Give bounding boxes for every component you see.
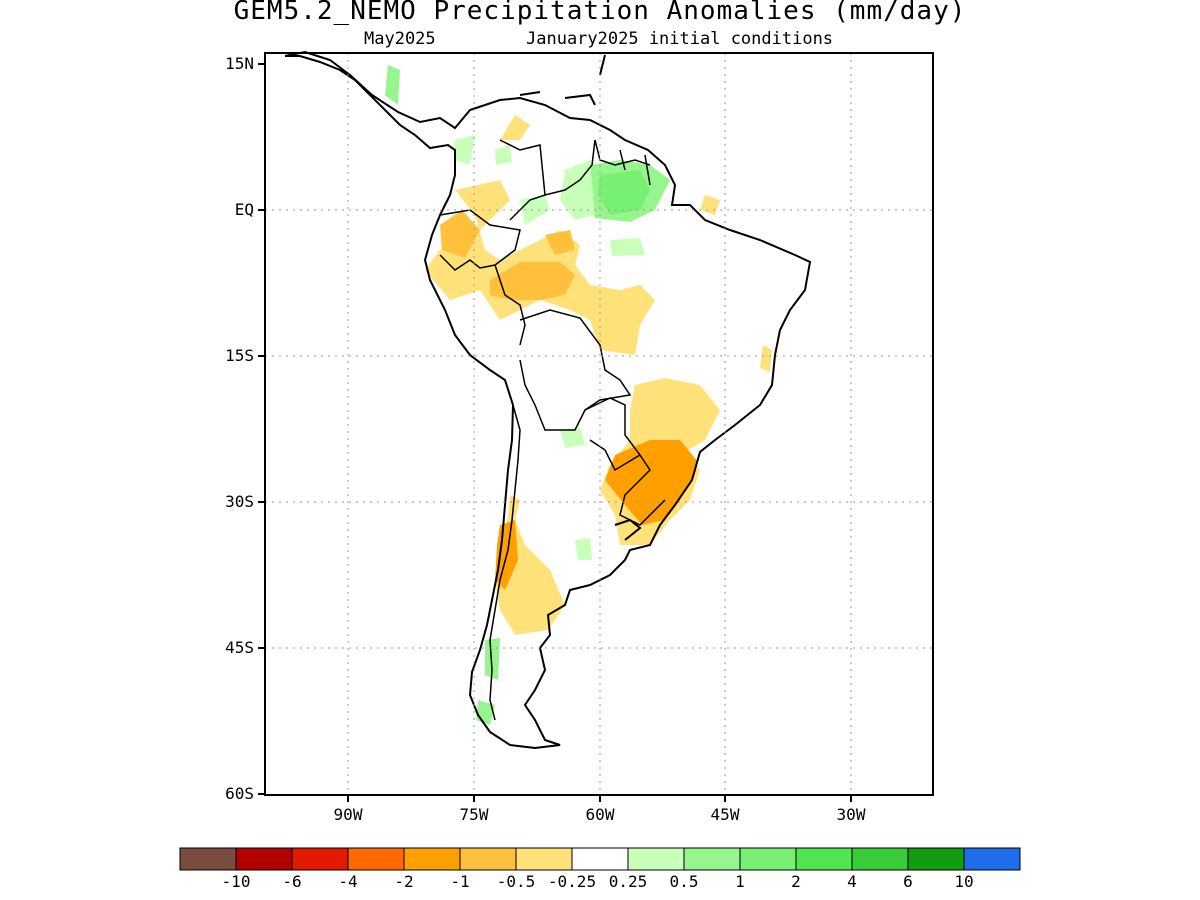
colorbar-swatch bbox=[795, 847, 853, 871]
south-america-coastline bbox=[284, 50, 812, 750]
anomaly-light-yellow bbox=[700, 195, 720, 215]
border-colombia-peru bbox=[439, 209, 521, 271]
tick-marks bbox=[258, 63, 852, 802]
lon-label-75w: 75W bbox=[459, 805, 489, 824]
colorbar-swatch bbox=[459, 847, 517, 871]
coastlines bbox=[284, 50, 812, 750]
anomaly-orange bbox=[440, 210, 480, 258]
border-guianas bbox=[594, 139, 651, 186]
rio-de-la-plata bbox=[614, 518, 642, 541]
colorbar-swatch bbox=[963, 847, 1021, 871]
border-argentina-brazil-uruguay bbox=[619, 454, 666, 526]
anomaly-light-yellow bbox=[760, 345, 772, 372]
anomaly-green bbox=[560, 160, 595, 220]
border-chile-argentina bbox=[489, 404, 521, 721]
gridlines bbox=[265, 53, 933, 795]
colorbar-label: -1 bbox=[450, 872, 470, 891]
lat-label-15n: 15N bbox=[225, 54, 254, 73]
anomaly-green bbox=[598, 170, 650, 215]
colorbar-label: 0.25 bbox=[608, 872, 648, 891]
map-title: GEM5.2_NEMO Precipitation Anomalies (mm/… bbox=[233, 0, 967, 26]
caribbean-islands bbox=[519, 54, 606, 106]
lat-label-45s: 45S bbox=[225, 638, 254, 657]
border-colombia-venezuela bbox=[499, 139, 546, 221]
lat-label-15s: 15S bbox=[225, 346, 254, 365]
anomaly-orange bbox=[490, 262, 575, 300]
colorbar-label: 4 bbox=[847, 872, 857, 891]
anomaly-green bbox=[385, 65, 400, 105]
colorbar-label: -2 bbox=[394, 872, 414, 891]
border-bolivia bbox=[519, 309, 632, 431]
colorbar-swatch bbox=[515, 847, 573, 871]
colorbar-swatch bbox=[347, 847, 405, 871]
lon-label-30w: 30W bbox=[836, 805, 866, 824]
border-peru-brazil bbox=[494, 264, 526, 346]
border-paraguay bbox=[584, 397, 642, 472]
lat-label-eq: EQ bbox=[234, 200, 254, 219]
initial-conditions: January2025 initial conditions bbox=[526, 29, 834, 49]
lon-label-45w: 45W bbox=[710, 805, 740, 824]
colorbar-label: -0.5 bbox=[496, 872, 536, 891]
colorbar-swatch bbox=[907, 847, 965, 871]
lon-label-90w: 90W bbox=[333, 805, 363, 824]
colorbar bbox=[179, 847, 1021, 871]
anomaly-green bbox=[495, 145, 512, 165]
colorbar-swatch bbox=[683, 847, 741, 871]
colorbar-swatch bbox=[739, 847, 797, 871]
lon-label-60w: 60W bbox=[585, 805, 615, 824]
colorbar-label: 6 bbox=[903, 872, 913, 891]
lat-label-30s: 30S bbox=[225, 492, 254, 511]
colorbar-label: -0.25 bbox=[547, 872, 597, 891]
anomaly-green bbox=[560, 428, 585, 448]
colorbar-label: -6 bbox=[282, 872, 302, 891]
colorbar-swatch bbox=[179, 847, 237, 871]
lat-label-60s: 60S bbox=[225, 784, 254, 803]
colorbar-label: 2 bbox=[791, 872, 801, 891]
anomaly-green bbox=[575, 538, 592, 560]
colorbar-label: -10 bbox=[221, 872, 251, 891]
anomaly-shading bbox=[385, 65, 772, 725]
colorbar-label: 1 bbox=[735, 872, 745, 891]
colorbar-label: 10 bbox=[954, 872, 974, 891]
anomaly-orange bbox=[545, 230, 575, 255]
colorbar-swatch bbox=[235, 847, 293, 871]
colorbar-label: -4 bbox=[338, 872, 358, 891]
colorbar-swatch bbox=[571, 847, 629, 871]
anomaly-green bbox=[610, 238, 645, 256]
border-venezuela-brazil bbox=[544, 139, 596, 196]
colorbar-swatch bbox=[291, 847, 349, 871]
colorbar-label: 0.5 bbox=[669, 872, 699, 891]
colorbar-swatch bbox=[403, 847, 461, 871]
anomaly-green bbox=[476, 700, 495, 725]
target-month: May2025 bbox=[364, 29, 436, 49]
anomaly-light-yellow bbox=[500, 115, 530, 140]
colorbar-swatch bbox=[851, 847, 909, 871]
anomaly-green bbox=[455, 135, 475, 165]
country-borders bbox=[439, 139, 666, 721]
colorbar-swatch bbox=[627, 847, 685, 871]
